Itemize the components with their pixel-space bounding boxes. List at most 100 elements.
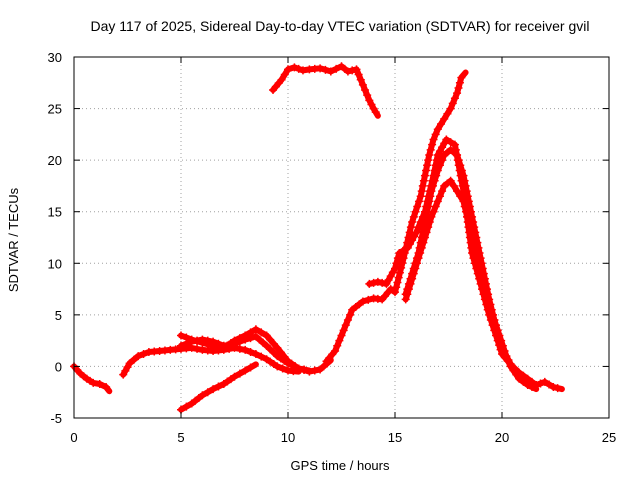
data-point-marker bbox=[280, 70, 289, 79]
data-point-marker bbox=[429, 135, 438, 144]
x-tick-label: 5 bbox=[177, 430, 184, 445]
data-point-marker bbox=[536, 379, 545, 388]
data-point-marker bbox=[405, 228, 414, 237]
data-point-marker bbox=[193, 344, 202, 353]
chart-title: Day 117 of 2025, Sidereal Day-to-day VTE… bbox=[90, 18, 589, 34]
data-point-marker bbox=[391, 288, 399, 297]
data-point-marker bbox=[440, 114, 449, 123]
data-point-marker bbox=[435, 161, 444, 170]
data-point-marker bbox=[413, 202, 422, 211]
data-point-marker bbox=[449, 181, 458, 190]
data-point-marker bbox=[465, 223, 474, 232]
x-tick-label: 15 bbox=[388, 430, 402, 445]
data-point-marker bbox=[416, 192, 425, 201]
data-point-marker bbox=[262, 331, 271, 340]
x-tick-label: 0 bbox=[70, 430, 77, 445]
data-point-marker bbox=[182, 402, 191, 411]
data-point-marker bbox=[241, 366, 250, 375]
data-point-marker bbox=[266, 335, 275, 344]
data-point-marker bbox=[430, 176, 439, 185]
data-point-marker bbox=[549, 383, 558, 392]
data-point-marker bbox=[472, 254, 481, 263]
data-point-marker bbox=[386, 285, 395, 294]
data-point-marker bbox=[483, 295, 492, 304]
data-point-marker bbox=[545, 380, 554, 389]
data-point-marker bbox=[411, 207, 420, 216]
data-point-marker bbox=[462, 187, 471, 196]
data-point-marker bbox=[475, 264, 484, 273]
data-point-marker bbox=[251, 350, 260, 359]
data-point-marker bbox=[354, 70, 363, 79]
data-point-marker bbox=[426, 145, 435, 154]
data-point-marker bbox=[392, 283, 401, 292]
data-point-marker bbox=[373, 277, 382, 286]
data-point-marker bbox=[428, 140, 437, 149]
data-point-marker bbox=[418, 181, 427, 190]
data-point-marker bbox=[182, 339, 191, 348]
data-point-marker bbox=[395, 248, 404, 257]
data-point-marker bbox=[203, 336, 212, 345]
data-point-marker bbox=[480, 285, 489, 294]
data-series-group bbox=[70, 62, 565, 414]
data-point-marker bbox=[134, 352, 143, 361]
data-point-marker bbox=[365, 279, 374, 288]
data-point-marker bbox=[214, 339, 223, 348]
data-point-marker bbox=[246, 347, 255, 356]
data-point-marker bbox=[419, 176, 428, 185]
data-point-marker bbox=[456, 161, 465, 170]
data-point-marker bbox=[486, 305, 495, 314]
data-point-marker bbox=[367, 100, 376, 109]
data-point-marker bbox=[257, 352, 266, 361]
data-point-marker bbox=[290, 63, 299, 72]
data-point-marker bbox=[348, 66, 357, 75]
data-point-marker bbox=[412, 259, 421, 268]
data-point-marker bbox=[404, 285, 413, 294]
data-point-marker bbox=[262, 341, 271, 350]
x-tick-label: 20 bbox=[495, 430, 509, 445]
data-point-marker bbox=[393, 278, 402, 287]
data-point-marker bbox=[356, 75, 365, 84]
data-point-marker bbox=[129, 355, 138, 364]
data-point-marker bbox=[369, 278, 378, 287]
data-point-marker bbox=[269, 339, 278, 348]
data-point-marker bbox=[425, 150, 434, 159]
y-tick-label: 5 bbox=[55, 308, 62, 323]
data-point-marker bbox=[241, 335, 250, 344]
data-point-marker bbox=[414, 254, 423, 263]
data-point-marker bbox=[335, 336, 344, 345]
data-point-marker bbox=[432, 171, 441, 180]
data-point-marker bbox=[225, 340, 234, 349]
data-point-marker bbox=[450, 94, 459, 103]
data-point-marker bbox=[488, 310, 497, 319]
data-point-marker bbox=[331, 346, 340, 355]
data-point-marker bbox=[343, 67, 352, 76]
data-point-marker bbox=[125, 359, 134, 368]
data-point-marker bbox=[187, 337, 196, 346]
data-point-marker bbox=[446, 176, 455, 185]
data-point-marker bbox=[198, 335, 207, 344]
data-point-marker bbox=[343, 316, 352, 325]
data-point-marker bbox=[363, 91, 372, 100]
series-arc-5 bbox=[177, 361, 259, 414]
y-tick-label: 15 bbox=[48, 205, 62, 220]
data-point-marker bbox=[500, 346, 509, 355]
data-point-marker bbox=[391, 264, 399, 273]
data-point-marker bbox=[409, 269, 418, 278]
data-point-marker bbox=[424, 202, 433, 211]
data-point-marker bbox=[392, 259, 401, 268]
data-point-marker bbox=[456, 192, 465, 201]
data-point-marker bbox=[453, 89, 462, 98]
data-point-marker bbox=[425, 218, 434, 227]
data-point-marker bbox=[316, 64, 325, 73]
data-point-marker bbox=[422, 166, 431, 175]
data-point-marker bbox=[209, 385, 218, 394]
data-point-marker bbox=[423, 161, 432, 170]
data-point-marker bbox=[461, 207, 470, 216]
data-point-marker bbox=[235, 369, 244, 378]
data-point-marker bbox=[454, 83, 463, 92]
data-point-marker bbox=[235, 337, 244, 346]
data-point-marker bbox=[289, 361, 298, 370]
data-point-marker bbox=[492, 321, 501, 330]
data-point-marker bbox=[459, 171, 468, 180]
data-point-marker bbox=[209, 337, 218, 346]
